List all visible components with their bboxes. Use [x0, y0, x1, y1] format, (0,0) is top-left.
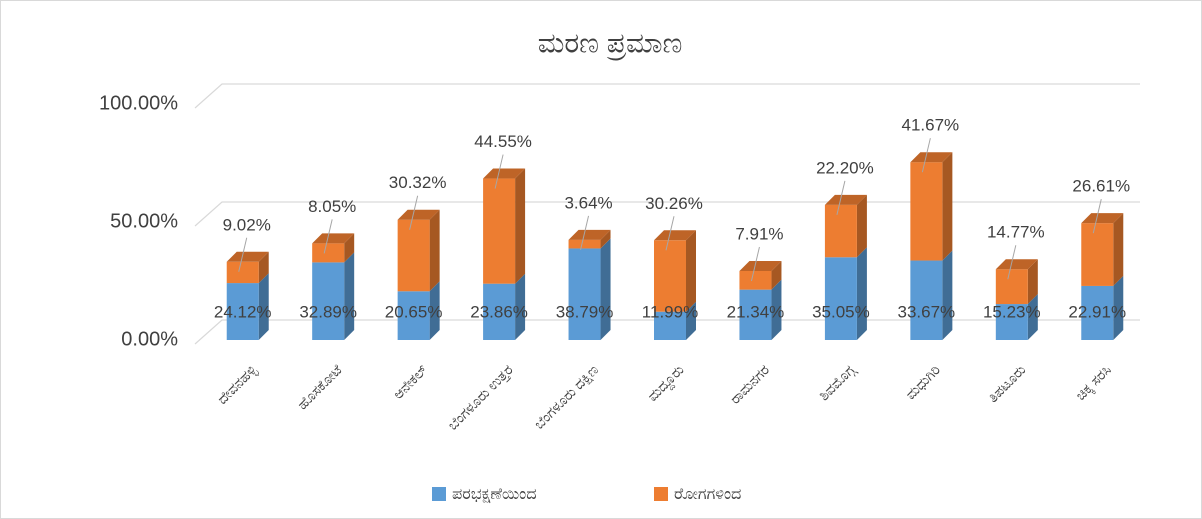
bar — [739, 289, 772, 340]
data-label: 32.89% — [299, 302, 357, 321]
bar-side — [344, 233, 355, 263]
leader-line — [921, 138, 931, 173]
bar — [824, 257, 857, 340]
bar — [397, 291, 430, 340]
bar-side — [1027, 259, 1038, 305]
bar-top — [910, 152, 953, 163]
data-label: 15.23% — [983, 302, 1041, 321]
y-tick-label: 50.00% — [110, 210, 178, 232]
bar — [1081, 223, 1114, 286]
bar — [995, 304, 1028, 340]
bar — [483, 178, 516, 284]
bar — [568, 239, 601, 249]
bar — [910, 260, 943, 340]
data-label: 9.02% — [223, 215, 271, 234]
bar — [995, 269, 1028, 305]
data-label: 8.05% — [308, 197, 356, 216]
bar-side — [258, 273, 269, 340]
leader-line — [836, 180, 846, 216]
bar — [312, 262, 345, 340]
bar-side — [600, 229, 611, 249]
bar-side — [856, 194, 867, 258]
bar — [739, 270, 772, 290]
bar-side — [515, 168, 526, 284]
grid-line — [194, 83, 1140, 109]
bar-top — [568, 229, 611, 240]
leader-line — [323, 219, 333, 254]
bar-top — [397, 209, 440, 220]
data-label: 44.55% — [474, 132, 532, 151]
leader-line — [750, 246, 760, 282]
bar-side — [1027, 294, 1038, 340]
data-label: 33.67% — [898, 302, 956, 321]
bar — [397, 219, 430, 292]
data-label: 22.20% — [816, 158, 874, 177]
leader-line — [1092, 199, 1102, 234]
data-label: 21.34% — [727, 302, 785, 321]
data-label: 20.65% — [385, 302, 443, 321]
data-label: 26.61% — [1072, 177, 1130, 196]
bar-top — [995, 259, 1038, 270]
bar-top — [654, 230, 696, 241]
bar-side — [771, 260, 782, 290]
bar-side — [856, 247, 867, 340]
y-tick-label: 100.00% — [99, 92, 178, 114]
bar — [312, 243, 345, 263]
data-label: 14.77% — [987, 223, 1045, 242]
data-label: 23.86% — [470, 302, 528, 321]
bar-top — [1081, 213, 1124, 224]
bar-side — [1113, 275, 1124, 340]
bar-side — [600, 238, 611, 340]
bar — [824, 204, 857, 258]
bar — [483, 283, 516, 340]
data-label: 7.91% — [735, 224, 783, 243]
bar — [654, 311, 686, 340]
bar-side — [258, 251, 269, 284]
leader-line — [409, 195, 419, 230]
data-label: 41.67% — [902, 116, 960, 135]
data-label: 38.79% — [556, 302, 614, 321]
legend-swatch — [654, 487, 668, 501]
bar-side — [429, 281, 440, 340]
data-label: 3.64% — [564, 193, 612, 212]
data-label: 30.26% — [645, 194, 703, 213]
leader-line — [238, 237, 248, 272]
bar — [226, 261, 259, 284]
bar — [568, 248, 601, 340]
data-label: 24.12% — [214, 302, 272, 321]
leader-line — [665, 216, 675, 251]
bar-side — [771, 279, 782, 340]
bar-top — [739, 260, 782, 271]
bar — [226, 283, 259, 340]
leader-line — [1007, 245, 1017, 280]
bar — [654, 240, 686, 312]
bar-top — [312, 233, 355, 244]
legend-label: ಪರಭಕ್ಷಣೆಯಿಂದ — [452, 486, 537, 503]
bar-top — [824, 194, 867, 205]
leader-line — [494, 154, 504, 189]
bar-side — [686, 301, 696, 340]
data-label: 35.05% — [812, 302, 870, 321]
legend-swatch — [432, 487, 446, 501]
bar-side — [942, 152, 953, 261]
y-tick-label: 0.00% — [121, 328, 178, 350]
bar — [910, 162, 943, 261]
bar-side — [515, 273, 526, 340]
data-label: 30.32% — [389, 173, 447, 192]
bar-side — [686, 230, 696, 312]
data-label: 22.91% — [1068, 302, 1126, 321]
bar-side — [1113, 213, 1124, 286]
bar-top — [226, 251, 269, 262]
legend-label: ರೋಗಗಳಿಂದ — [674, 486, 741, 503]
bar-side — [429, 209, 440, 292]
bar-top — [483, 168, 526, 179]
bar-side — [942, 250, 953, 340]
leader-line — [580, 215, 590, 250]
chart-title: ಮರಣ ಪ್ರಮಾಣ — [538, 27, 683, 60]
bar — [1081, 285, 1114, 340]
data-label: 11.99% — [642, 302, 698, 321]
bar-side — [344, 252, 355, 340]
